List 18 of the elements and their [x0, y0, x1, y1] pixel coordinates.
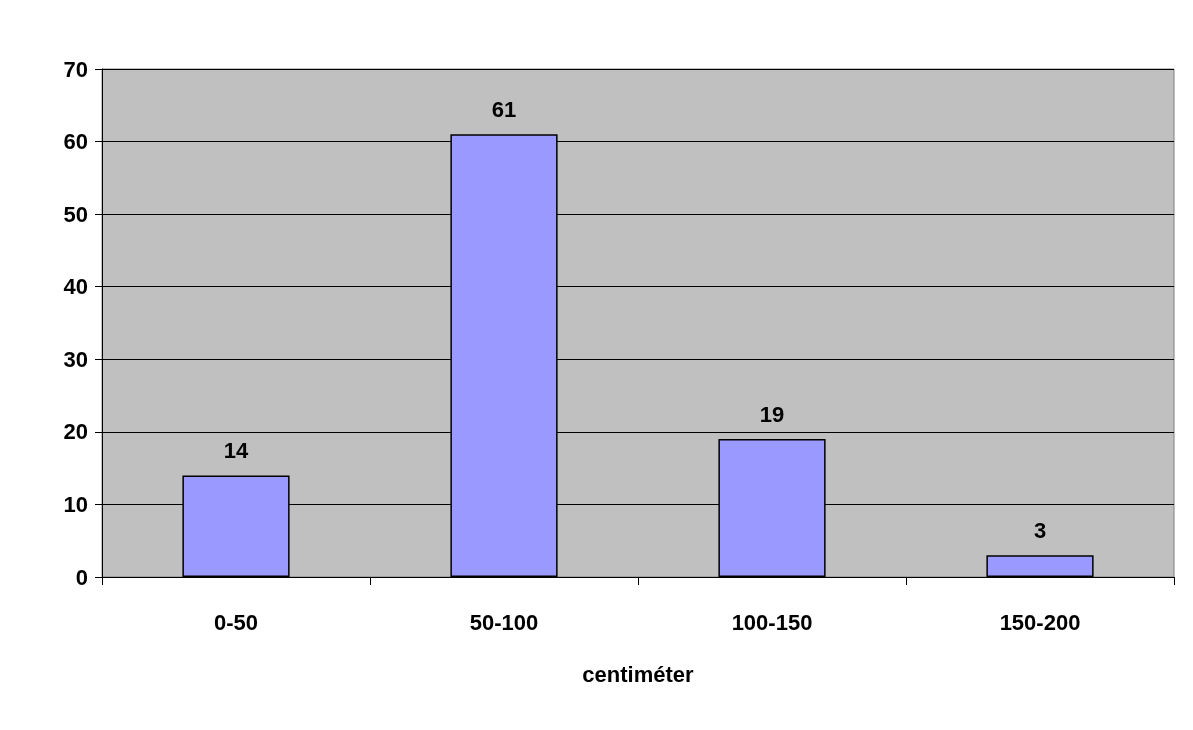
y-tick-label: 60 [63, 129, 88, 155]
y-tick-label: 20 [63, 419, 88, 445]
x-axis-title: centiméter [582, 661, 695, 687]
y-tick-label: 10 [63, 491, 88, 517]
data-label: 19 [759, 401, 785, 427]
x-tick-label: 100-150 [731, 609, 813, 635]
x-tick-label: 150-200 [999, 609, 1081, 635]
data-label: 61 [491, 96, 517, 122]
y-tick-label: 30 [63, 346, 88, 372]
bar [986, 555, 1094, 577]
x-tick-label: 0-50 [213, 609, 259, 635]
data-label: 14 [223, 437, 249, 463]
y-tick-label: 0 [75, 564, 88, 590]
data-label: 3 [1033, 517, 1047, 543]
y-tick-label: 40 [63, 274, 88, 300]
y-tick-label: 70 [63, 56, 88, 82]
y-tick-label: 50 [63, 201, 88, 227]
x-tick-label: 50-100 [469, 609, 539, 635]
